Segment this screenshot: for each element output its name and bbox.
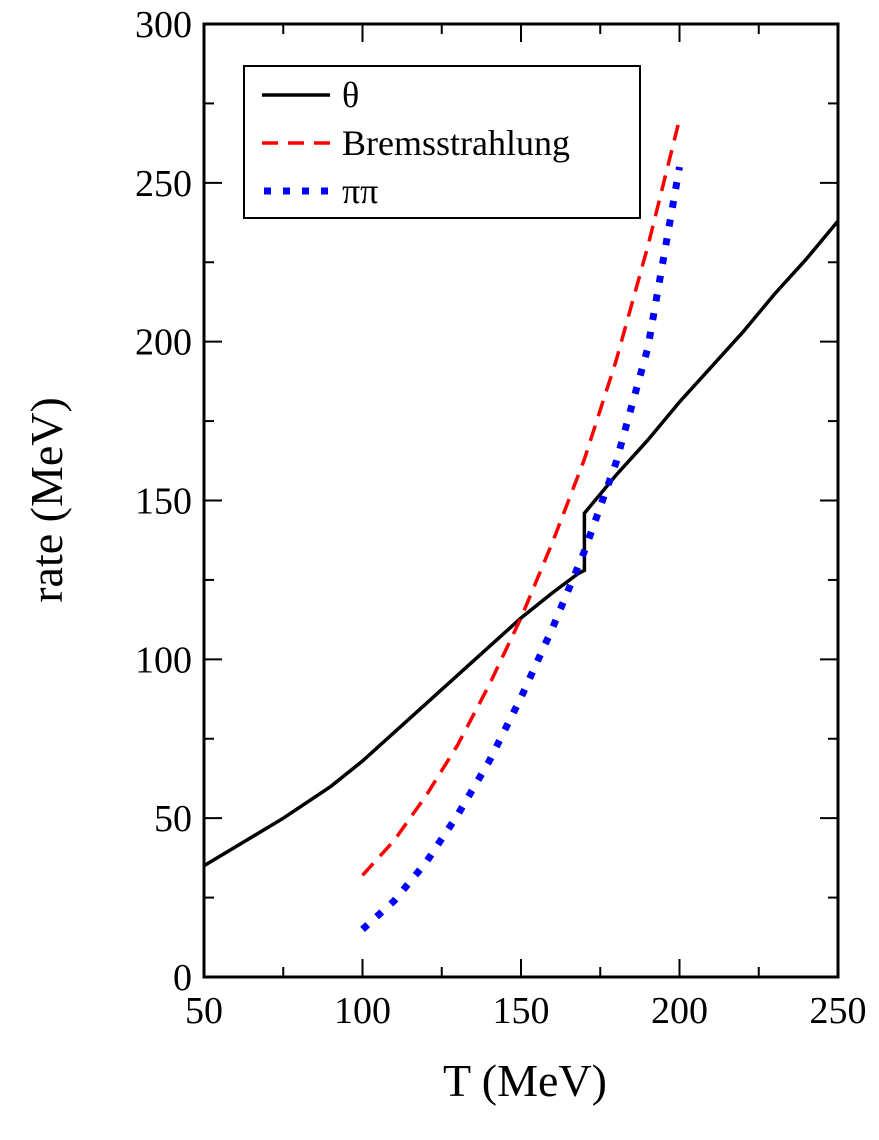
plot-frame: [202, 22, 840, 979]
legend: θ Bremsstrahlung ππ: [243, 65, 641, 219]
y-tick-label: 250: [135, 163, 192, 205]
y-tick-label: 150: [135, 481, 192, 523]
x-tick-label: 150: [493, 990, 550, 1032]
legend-label-theta: θ: [342, 75, 359, 115]
y-tick-label: 300: [135, 4, 192, 46]
series-line-3: [360, 166, 683, 932]
x-tick-label: 100: [334, 990, 391, 1032]
x-tick-label: 50: [185, 990, 223, 1032]
x-tick-label: 250: [810, 990, 867, 1032]
legend-box: [243, 65, 641, 219]
x-tick-label: 200: [651, 990, 708, 1032]
curves: [203, 118, 840, 932]
x-axis-title: T (MeV): [443, 1055, 607, 1106]
series-line-1: [203, 219, 840, 868]
y-tick-label: 200: [135, 322, 192, 364]
legend-label-bremsstrahlung: Bremsstrahlung: [342, 123, 570, 163]
y-axis-title: rate (MeV): [21, 397, 72, 603]
y-tick-label: 50: [154, 798, 192, 840]
y-tick-label: 100: [135, 639, 192, 681]
legend-label-pipi: ππ: [342, 171, 378, 211]
series-line-2: [361, 118, 682, 877]
y-tick-label: 0: [173, 957, 192, 999]
